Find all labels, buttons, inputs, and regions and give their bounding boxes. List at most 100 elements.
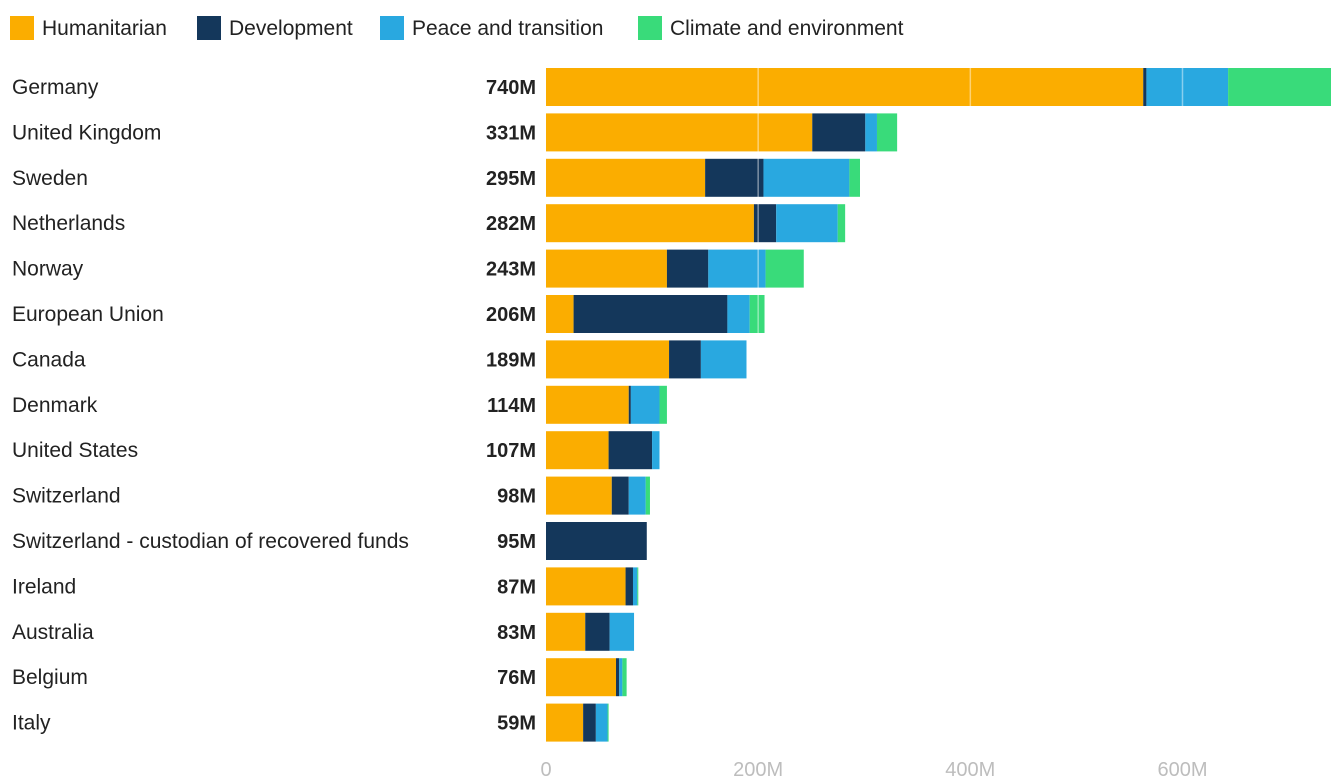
bar-germany-humanitarian bbox=[546, 68, 1144, 106]
total-label: 76M bbox=[497, 667, 536, 689]
bar-switzerland-peace-and-transition bbox=[628, 476, 646, 515]
bar-netherlands-climate-and-environment bbox=[837, 204, 846, 243]
bar-canada-peace-and-transition bbox=[700, 340, 747, 379]
bar-italy-peace-and-transition bbox=[595, 703, 608, 742]
bar-norway-peace-and-transition bbox=[708, 249, 766, 288]
bar-germany-development bbox=[1143, 68, 1147, 106]
legend-label-peace-and-transition: Peace and transition bbox=[412, 17, 603, 40]
x-tick-label: 200M bbox=[733, 759, 783, 781]
bar-united-kingdom-peace-and-transition bbox=[865, 113, 877, 152]
bar-switzerland-climate-and-environment bbox=[645, 476, 650, 515]
x-tick-label: 600M bbox=[1157, 759, 1207, 781]
bar-denmark-development bbox=[628, 385, 631, 424]
total-label: 95M bbox=[497, 531, 536, 553]
bar-denmark-climate-and-environment bbox=[659, 385, 667, 424]
x-tick-label: 400M bbox=[945, 759, 995, 781]
bar-sweden-humanitarian bbox=[546, 158, 706, 197]
bar-united-kingdom-humanitarian bbox=[546, 113, 813, 152]
bar-united-kingdom-climate-and-environment bbox=[876, 113, 898, 152]
category-label: Australia bbox=[12, 621, 94, 644]
legend-swatch-peace-and-transition bbox=[380, 16, 404, 40]
bar-norway-development bbox=[666, 249, 709, 288]
category-labels: Germany United Kingdom Sweden Netherlands No… bbox=[12, 76, 409, 735]
gridlines bbox=[757, 68, 1184, 742]
bar-denmark-peace-and-transition bbox=[630, 385, 660, 424]
bar-united-states-humanitarian bbox=[546, 431, 609, 470]
bar-area bbox=[546, 68, 1331, 742]
bar-ireland-peace-and-transition bbox=[632, 567, 638, 606]
legend-swatch-development bbox=[197, 16, 221, 40]
category-label: United States bbox=[12, 439, 138, 462]
total-label: 331M bbox=[486, 122, 536, 144]
bar-germany-climate-and-environment bbox=[1228, 68, 1331, 106]
bar-switzerland-development bbox=[611, 476, 629, 515]
bar-ireland-development bbox=[625, 567, 633, 606]
bar-germany-peace-and-transition bbox=[1146, 68, 1229, 106]
bar-united-kingdom-development bbox=[812, 113, 866, 152]
bar-sweden-climate-and-environment bbox=[849, 158, 860, 197]
total-label: 282M bbox=[486, 213, 536, 235]
bar-belgium-humanitarian bbox=[546, 658, 617, 697]
bar-united-states-peace-and-transition bbox=[652, 431, 660, 470]
total-labels: 740M 331M 295M 282M 243M 206M 189M 114M 107M 98M 9… bbox=[486, 77, 536, 735]
total-label: 114M bbox=[487, 395, 536, 417]
bar-ireland-humanitarian bbox=[546, 567, 626, 606]
bar-ireland-climate-and-environment bbox=[637, 567, 639, 606]
category-label: Netherlands bbox=[12, 212, 125, 235]
bar-european-union-peace-and-transition bbox=[727, 295, 750, 333]
category-label: Germany bbox=[12, 76, 99, 99]
total-label: 98M bbox=[497, 486, 536, 508]
bar-united-states-development bbox=[608, 431, 653, 470]
bar-netherlands-humanitarian bbox=[546, 204, 754, 243]
category-label: Switzerland bbox=[12, 485, 121, 508]
category-label: Italy bbox=[12, 712, 51, 735]
x-tick-label: 0 bbox=[540, 759, 551, 781]
bar-norway-climate-and-environment bbox=[765, 249, 804, 288]
category-label: Sweden bbox=[12, 167, 88, 190]
bar-belgium-peace-and-transition bbox=[619, 658, 623, 697]
bar-european-union-humanitarian bbox=[546, 295, 574, 333]
category-label: Canada bbox=[12, 348, 86, 371]
bar-sweden-peace-and-transition bbox=[763, 158, 850, 197]
legend-label-humanitarian: Humanitarian bbox=[42, 17, 167, 40]
legend-swatch-humanitarian bbox=[10, 16, 34, 40]
total-label: 83M bbox=[497, 622, 536, 644]
bar-australia-peace-and-transition bbox=[609, 612, 635, 651]
legend-label-climate-and-environment: Climate and environment bbox=[670, 17, 904, 40]
bar-european-union-climate-and-environment bbox=[749, 295, 765, 333]
total-label: 740M bbox=[486, 77, 536, 99]
legend: Humanitarian Development Peace and transit… bbox=[10, 16, 904, 40]
bar-belgium-climate-and-environment bbox=[622, 658, 627, 697]
legend-label-development: Development bbox=[229, 17, 353, 40]
bar-australia-humanitarian bbox=[546, 612, 586, 651]
category-label: Denmark bbox=[12, 394, 98, 417]
bar-norway-humanitarian bbox=[546, 249, 667, 288]
bar-denmark-humanitarian bbox=[546, 385, 629, 424]
category-label: Ireland bbox=[12, 575, 76, 598]
bar-european-union-development bbox=[573, 295, 728, 333]
total-label: 107M bbox=[486, 440, 536, 462]
bar-switzerland-custodian-of-recovered-funds-development bbox=[546, 522, 647, 560]
category-label: European Union bbox=[12, 303, 164, 326]
bar-australia-development bbox=[585, 612, 610, 651]
x-axis: 0 200M 400M 600M bbox=[540, 759, 1207, 781]
category-label: United Kingdom bbox=[12, 121, 161, 144]
category-label: Belgium bbox=[12, 666, 88, 689]
category-label: Norway bbox=[12, 258, 84, 281]
bar-belgium-development bbox=[616, 658, 620, 697]
bar-canada-development bbox=[669, 340, 701, 379]
bar-sweden-development bbox=[705, 158, 764, 197]
bar-netherlands-peace-and-transition bbox=[776, 204, 838, 243]
total-label: 243M bbox=[486, 259, 536, 281]
bar-canada-humanitarian bbox=[546, 340, 670, 379]
bar-switzerland-humanitarian bbox=[546, 476, 612, 515]
category-label: Switzerland - custodian of recovered fun… bbox=[12, 530, 409, 553]
total-label: 59M bbox=[497, 713, 536, 735]
total-label: 87M bbox=[497, 576, 536, 598]
total-label: 189M bbox=[486, 349, 536, 371]
total-label: 295M bbox=[486, 168, 536, 190]
legend-swatch-climate-and-environment bbox=[638, 16, 662, 40]
bar-italy-humanitarian bbox=[546, 703, 584, 742]
bar-netherlands-development bbox=[753, 204, 777, 243]
